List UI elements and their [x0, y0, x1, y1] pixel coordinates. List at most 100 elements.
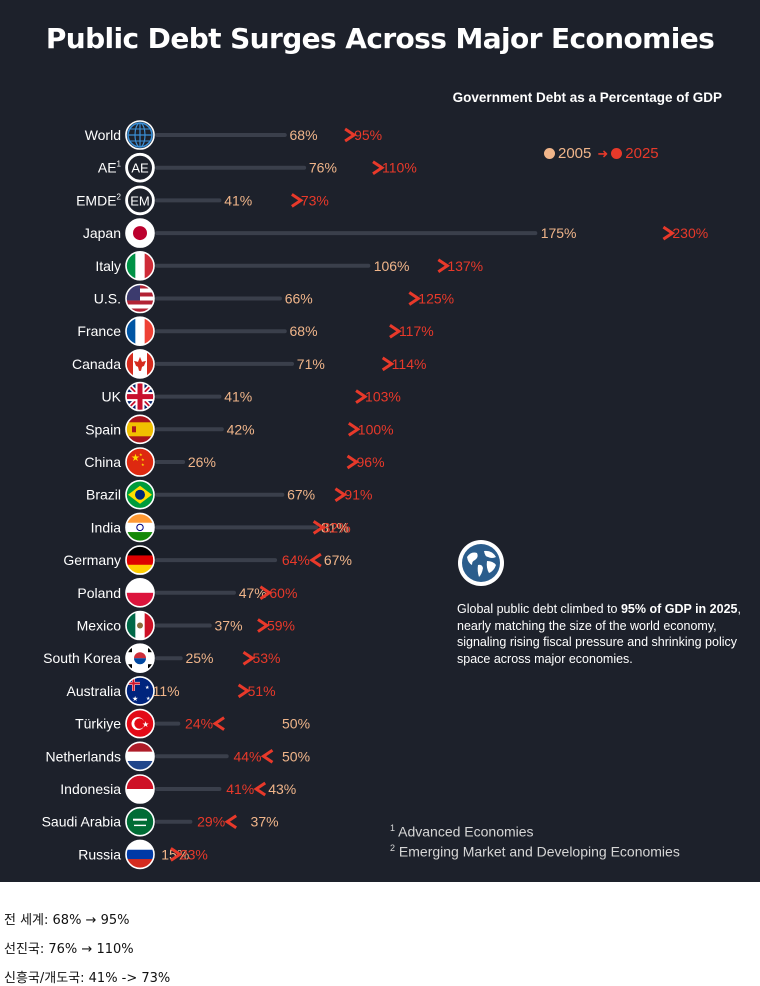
country-label: Germany [63, 552, 121, 568]
saudi-flag-icon [125, 806, 155, 837]
us-flag-icon [125, 283, 155, 314]
dumbbell-chart: World 68% 95% AE1 AE 76% 110% EMDE2 EM 41% 73% Japa… [42, 120, 708, 870]
country-label: India [91, 519, 122, 535]
value-2005-label: 66% [285, 291, 313, 307]
country-label: Australia [67, 683, 122, 699]
value-2005-label: 175% [541, 225, 577, 241]
caption-emerging: 신흥국/개도국: 41% -> 73% [4, 971, 171, 986]
legend-label-2005: 2005 [558, 145, 592, 162]
row-ae: AE1 AE 76% 110% [98, 152, 417, 183]
globe-icon [458, 540, 504, 586]
brazil-flag-icon [125, 479, 155, 510]
value-2005-label: 81% [321, 519, 349, 535]
row-emde: EMDE2 EM 41% 73% [76, 185, 329, 216]
value-2025-label: 23% [180, 846, 208, 862]
svg-text:AE: AE [131, 161, 149, 176]
value-2005-label: 41% [224, 389, 252, 405]
row-russia: Russia 15%23% [78, 839, 208, 870]
arrowhead-icon [662, 225, 676, 241]
globe-flag-icon [125, 120, 155, 150]
arrowhead-icon [381, 356, 395, 372]
arrowhead-icon [259, 585, 273, 601]
value-2025-label: 64% [282, 552, 310, 568]
legend-arrow-icon: ➜ [597, 145, 609, 161]
value-2005-label: 11% [153, 683, 180, 699]
country-label: Italy [95, 258, 121, 274]
value-2025-label: 44% [233, 748, 261, 764]
row-poland: Poland 47% 60% [77, 577, 297, 608]
row-saudi-arabia: Saudi Arabia 29% 37% [42, 806, 279, 837]
svg-text:★: ★ [142, 720, 149, 729]
country-label: South Korea [43, 650, 121, 666]
value-2005-label: 71% [297, 356, 325, 372]
svg-text:★: ★ [131, 453, 140, 464]
row-brazil: Brazil 67% 91% [86, 479, 372, 510]
value-2025-label: 100% [358, 421, 394, 437]
arrowhead-icon [170, 847, 183, 862]
canada-flag-icon [125, 349, 155, 379]
indonesia-flag-icon [125, 774, 155, 804]
country-label: Netherlands [46, 748, 122, 764]
arrowhead-icon [355, 389, 368, 404]
legend-dot-2025 [611, 148, 623, 159]
svg-text:★: ★ [132, 695, 138, 703]
legend: 2005 ➜ 2025 [544, 145, 659, 162]
footnote-2: 2 Emerging Market and Developing Economi… [390, 843, 680, 860]
value-2025-label: 103% [365, 389, 401, 405]
caption-advanced: 선진국: 76% → 110% [4, 942, 134, 957]
value-2025-label: 91% [344, 487, 372, 503]
value-2005-label: 37% [215, 618, 243, 634]
value-2025-label: 82% [323, 519, 351, 535]
value-2005-label: 68% [290, 323, 318, 339]
value-2005-label: 50% [282, 716, 310, 732]
value-2005-label: 15% [161, 846, 189, 862]
arrowhead-icon [437, 258, 451, 274]
arrowhead-icon [408, 291, 422, 306]
row-mexico: Mexico 37% 59% [77, 610, 295, 641]
value-2005-label: 68% [290, 127, 318, 143]
row-uk: UK 41% 103% [102, 381, 401, 412]
country-label: Canada [72, 356, 121, 372]
svg-text:★: ★ [145, 685, 150, 691]
value-2025-label: 95% [354, 127, 382, 143]
row-south-korea: South Korea 25% 53% [43, 643, 280, 674]
row-india: India 81%82% [91, 512, 351, 543]
netherlands-flag-icon [125, 741, 155, 772]
row-japan: Japan 175% 230% [83, 218, 708, 248]
country-label: AE1 [98, 160, 122, 176]
row-netherlands: Netherlands 44% 50% [46, 741, 310, 772]
country-label: Indonesia [60, 781, 121, 797]
arrowhead-icon [309, 552, 322, 568]
country-label: World [85, 127, 121, 143]
value-2025-label: 41% [226, 781, 254, 797]
arrowhead-icon [346, 454, 360, 470]
country-label: Brazil [86, 487, 121, 503]
arrowhead-icon [237, 683, 251, 699]
row-indonesia: Indonesia 41% 43% [60, 774, 296, 804]
row-t-rkiye: Türkiye ★ 24% 50% [75, 708, 310, 739]
arrowhead-icon [260, 749, 274, 764]
italy-flag-icon [125, 250, 155, 281]
value-2025-label: 110% [382, 160, 417, 176]
svg-text:★: ★ [141, 462, 145, 467]
australia-flag-icon: ★ ★ ★ [125, 676, 155, 706]
country-label: Türkiye [75, 716, 121, 732]
country-label: France [77, 323, 121, 339]
value-2005-label: 25% [185, 650, 213, 666]
country-label: Saudi Arabia [42, 814, 122, 830]
value-2025-label: 73% [301, 192, 329, 208]
arrowhead-icon [347, 422, 361, 437]
footnote-1: 1 Advanced Economies [390, 823, 534, 840]
germany-flag-icon [125, 545, 155, 575]
value-2005-label: 67% [324, 552, 352, 568]
arrowhead-icon [389, 323, 402, 339]
uk-flag-icon [125, 381, 155, 412]
country-label: EMDE2 [76, 192, 121, 208]
turkiye-flag-icon: ★ [125, 708, 155, 739]
arrowhead-icon [212, 716, 225, 731]
note-box: Global public debt climbed to 95% of GDP… [457, 539, 747, 667]
chart-title: Public Debt Surges Across Major Economie… [45, 22, 715, 55]
value-2025-label: 53% [252, 650, 280, 666]
svg-text:★: ★ [141, 457, 145, 462]
arrowhead-icon [224, 814, 238, 829]
